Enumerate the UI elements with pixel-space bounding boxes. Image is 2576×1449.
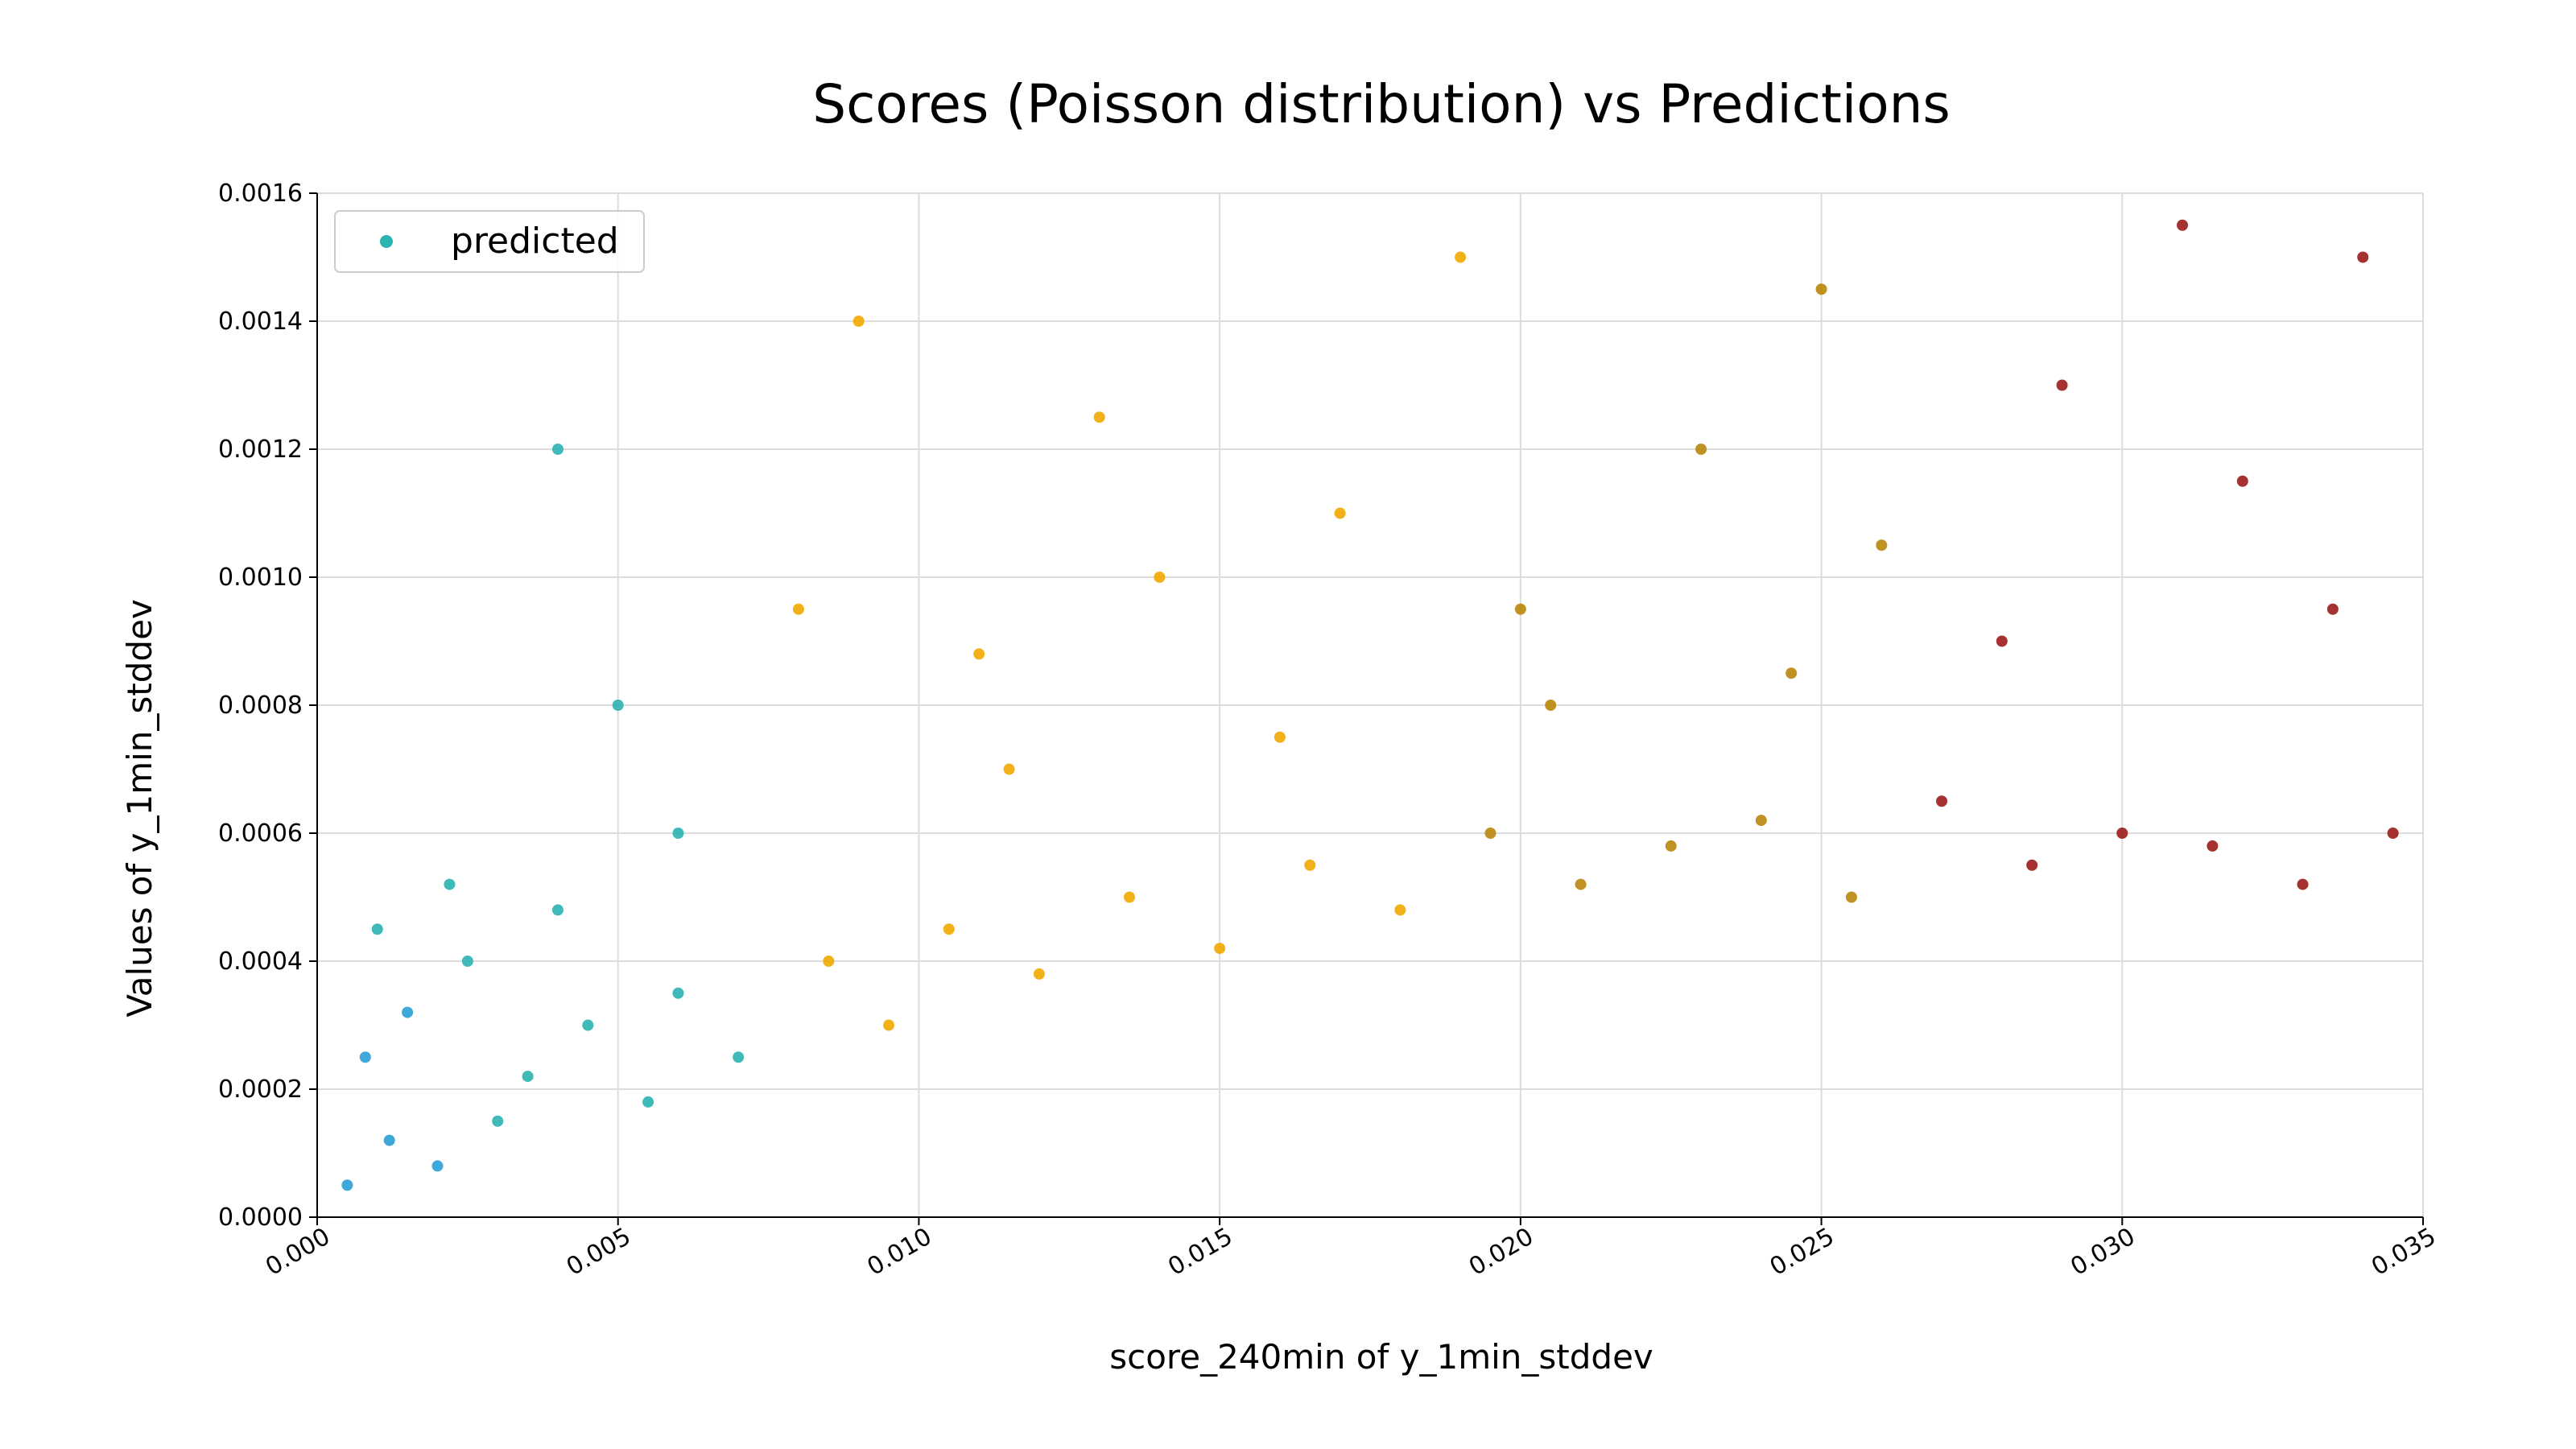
data-point: [612, 700, 624, 711]
data-point: [1755, 815, 1767, 827]
data-point: [2207, 840, 2219, 852]
data-point: [2236, 475, 2248, 487]
data-point: [1785, 667, 1798, 679]
data-point: [444, 878, 456, 890]
data-point: [359, 1051, 371, 1063]
data-point: [2357, 251, 2369, 263]
data-point: [1033, 968, 1045, 980]
data-point: [2177, 219, 2189, 231]
data-point: [943, 923, 955, 935]
legend-marker: [380, 235, 393, 248]
x-axis-label: score_240min of y_1min_stddev: [1109, 1337, 1653, 1377]
data-point: [1815, 283, 1827, 295]
data-point: [461, 956, 473, 967]
data-point: [383, 1134, 395, 1146]
data-point: [402, 1006, 414, 1018]
data-point: [492, 1115, 504, 1127]
data-point: [2056, 379, 2068, 391]
data-point: [973, 648, 985, 660]
y-tick-label: 0.0002: [218, 1075, 303, 1104]
data-point: [1124, 891, 1136, 903]
x-tick-label: 0.025: [1765, 1223, 1839, 1282]
data-point: [1214, 943, 1226, 955]
data-point: [672, 987, 684, 999]
data-point: [672, 828, 684, 839]
data-point: [1665, 840, 1677, 852]
data-point: [823, 956, 835, 967]
y-tick-label: 0.0016: [218, 180, 303, 208]
data-point: [1575, 878, 1587, 890]
data-point: [2297, 878, 2309, 890]
x-tick-label: 0.015: [1163, 1223, 1237, 1282]
data-point: [1514, 603, 1526, 615]
data-point: [733, 1051, 745, 1063]
x-tick-label: 0.030: [2066, 1223, 2140, 1282]
data-point: [2026, 859, 2038, 871]
data-point: [852, 316, 865, 327]
y-tick-label: 0.0014: [218, 308, 303, 336]
data-point: [883, 1019, 895, 1031]
data-point: [1304, 859, 1316, 871]
y-tick-label: 0.0006: [218, 819, 303, 848]
data-point: [1484, 828, 1496, 839]
legend: predicted: [334, 210, 645, 273]
data-point: [371, 923, 383, 935]
data-point: [1695, 444, 1707, 455]
y-tick-label: 0.0004: [218, 947, 303, 976]
data-point: [1003, 763, 1015, 775]
data-point: [1394, 904, 1406, 916]
grid: [316, 192, 2424, 1218]
x-tick-label: 0.020: [1464, 1223, 1538, 1282]
data-point: [1274, 731, 1286, 743]
legend-label: predicted: [451, 221, 619, 262]
x-tick-label: 0.035: [2367, 1223, 2441, 1282]
chart-title: Scores (Poisson distribution) vs Predict…: [812, 73, 1951, 135]
y-tick-label: 0.0012: [218, 436, 303, 464]
data-point: [431, 1160, 444, 1172]
y-tick-label: 0.0008: [218, 691, 303, 720]
y-tick-label: 0.0000: [218, 1203, 303, 1232]
axes: 0.000 0.005 0.010 0.015 0.020 0.025 0.030 0.035…: [218, 180, 2441, 1282]
data-point: [341, 1179, 353, 1191]
data-point: [522, 1071, 534, 1083]
data-point: [642, 1096, 654, 1108]
data-point: [551, 444, 564, 455]
x-tick-label: 0.005: [562, 1223, 636, 1282]
data-point: [1545, 700, 1557, 711]
data-point: [1093, 411, 1105, 423]
data-point: [2116, 828, 2128, 839]
data-point: [551, 904, 564, 916]
data-point: [1154, 572, 1166, 583]
x-tick-label: 0.010: [863, 1223, 937, 1282]
y-tick-label: 0.0010: [218, 564, 303, 592]
data-point: [2326, 603, 2339, 615]
data-point: [1334, 507, 1346, 519]
data-point: [792, 603, 804, 615]
data-point: [2387, 828, 2399, 839]
data-point: [1996, 635, 2008, 647]
y-axis-label: Values of y_1min_stddev: [120, 599, 159, 1018]
data-point: [582, 1019, 594, 1031]
data-point: [1845, 891, 1857, 903]
legend-box: [334, 210, 645, 273]
data-point: [1876, 539, 1888, 551]
data-point: [1455, 251, 1467, 263]
data-points: [341, 219, 2399, 1191]
data-point: [1936, 795, 1948, 807]
